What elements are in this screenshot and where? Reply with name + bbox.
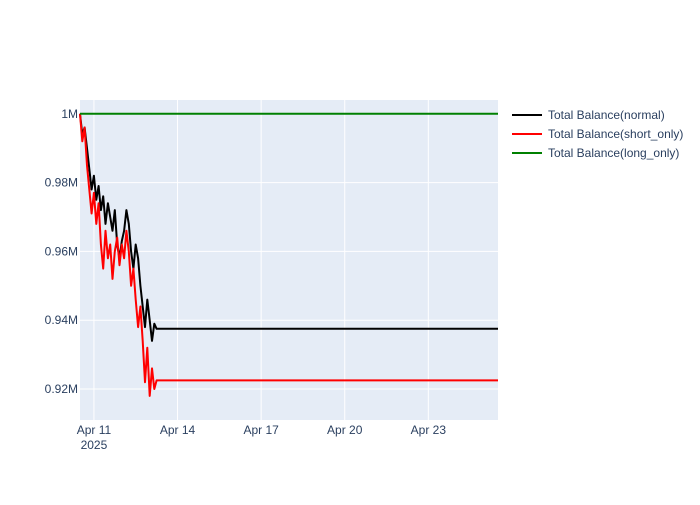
series-line-2	[79, 113, 498, 397]
series-lines	[79, 112, 498, 397]
y-tick-label: 0.98M	[45, 176, 78, 190]
x-tick-label: Apr 14	[160, 423, 196, 437]
legend-item-2[interactable]: Total Balance(short_only)	[512, 127, 683, 141]
legend-item-1[interactable]: Total Balance(normal)	[512, 108, 665, 122]
y-tick-label: 0.92M	[45, 382, 78, 396]
legend-label: Total Balance(long_only)	[548, 146, 679, 160]
legend-label: Total Balance(short_only)	[548, 127, 683, 141]
y-tick-label: 0.94M	[45, 313, 78, 327]
plot-area	[80, 100, 498, 420]
x-tick-label: Apr 17	[243, 423, 279, 437]
legend-label: Total Balance(normal)	[548, 108, 665, 122]
legend-item-3[interactable]: Total Balance(long_only)	[512, 146, 679, 160]
x-tick-sublabel: 2025	[81, 438, 108, 452]
legend[interactable]: Total Balance(normal) Total Balance(short…	[512, 108, 683, 160]
x-tick-label: Apr 23	[411, 423, 447, 437]
x-tick-label: Apr 20	[327, 423, 363, 437]
y-tick-label: 0.96M	[45, 244, 78, 258]
x-tick-label: Apr 11	[77, 423, 112, 437]
y-tick-label: 1M	[61, 107, 78, 121]
